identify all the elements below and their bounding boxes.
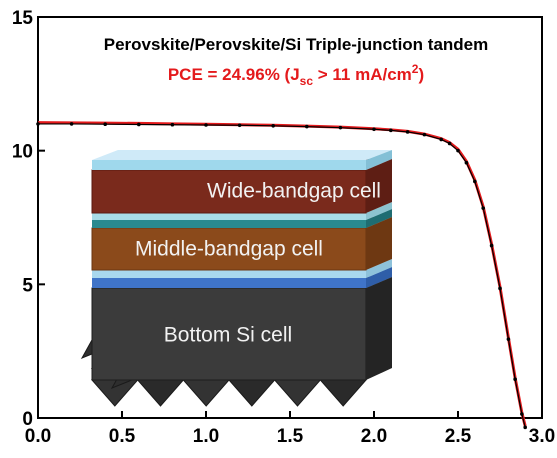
series-layer [36, 121, 527, 430]
si-side-face [366, 277, 392, 380]
middle-bandgap-label: Middle-bandgap cell [135, 238, 323, 261]
data-point [506, 337, 511, 341]
pce-sup: 2 [412, 62, 419, 76]
teal-layer [92, 220, 366, 228]
data-point [513, 377, 517, 382]
pce-middle: > 11 mA/cm [313, 65, 412, 84]
data-point [305, 124, 309, 129]
tick-labels: 0.0 0.5 1.0 1.5 2.0 2.5 3.0 0 5 10 15 [12, 8, 555, 447]
y-tick-label: 15 [12, 8, 34, 29]
pyramid [273, 379, 322, 407]
data-point [372, 127, 376, 132]
pyramid [182, 379, 231, 407]
data-point [338, 125, 343, 130]
wide-bandgap-label: Wide-bandgap cell [207, 180, 381, 203]
teal-layer-side [366, 209, 392, 228]
lightblue-layer-side [366, 259, 392, 278]
data-point [422, 132, 427, 137]
chart-title: Perovskite/Perovskite/Si Triple-junction… [104, 35, 489, 54]
top-cap-side [366, 150, 392, 170]
data-point [271, 124, 276, 128]
pyramid [319, 379, 368, 407]
pyramid [136, 379, 185, 407]
lightblue-layer [92, 270, 366, 278]
axis-ticks [37, 16, 543, 419]
blue-layer [92, 278, 366, 288]
series-line [38, 123, 526, 428]
wide-block [91, 169, 367, 214]
cyan-layer [92, 213, 366, 220]
data-point [137, 122, 141, 127]
pyramid [227, 379, 276, 407]
top-cap-top [92, 150, 392, 160]
x-tick-label: 3.0 [529, 426, 555, 447]
x-tick-label: 0.5 [109, 426, 136, 447]
device-stack-illustration: Bottom Si cell Middle-bandgap cell [80, 150, 392, 407]
data-point [204, 123, 208, 127]
pce-suffix: ) [418, 65, 424, 84]
data-point [498, 286, 502, 291]
data-point [481, 206, 486, 210]
si-block [91, 287, 367, 381]
x-tick-label: 2.5 [445, 426, 472, 447]
data-point [36, 122, 40, 126]
data-point [473, 179, 477, 184]
data-point [103, 122, 107, 127]
data-point [405, 130, 410, 134]
data-point [447, 141, 452, 146]
x-tick-label: 1.5 [277, 426, 304, 447]
pce-subtitle: PCE = 24.96% (Jsc > 11 mA/cm2) [168, 62, 424, 88]
x-tick-label: 0.0 [25, 426, 51, 447]
x-tick-label: 2.0 [361, 426, 387, 447]
y-tick-label: 0 [22, 409, 33, 430]
data-point [523, 425, 527, 430]
data-point [464, 160, 469, 165]
data-point [170, 122, 175, 127]
data-point [520, 412, 524, 416]
x-tick-label: 1.0 [193, 426, 219, 447]
pce-sub: sc [300, 74, 314, 88]
data-point [439, 137, 444, 142]
wide-side-face [366, 159, 392, 213]
bottom-si-label: Bottom Si cell [164, 324, 292, 347]
pce-prefix: PCE = 24.96% (J [168, 65, 300, 84]
y-tick-label: 10 [12, 142, 33, 163]
middle-side-face [366, 217, 392, 270]
top-cap [92, 160, 366, 170]
data-point [489, 243, 494, 248]
cyan-layer-side [366, 202, 392, 220]
data-point [456, 148, 460, 153]
blue-layer-side [366, 267, 392, 288]
data-point [69, 122, 74, 126]
y-tick-label: 5 [22, 275, 33, 296]
data-point [389, 128, 393, 133]
data-point [237, 123, 242, 128]
